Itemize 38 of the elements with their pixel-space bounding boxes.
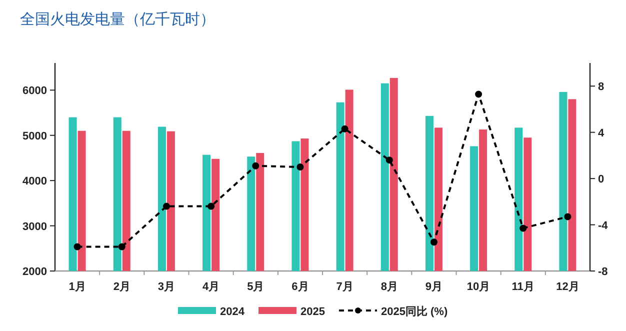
point: [520, 224, 527, 232]
x-tick-label: 7月: [336, 281, 354, 293]
point: [74, 243, 81, 250]
y-tick-label: 5000: [22, 130, 47, 142]
y-tick-label: 3000: [22, 220, 47, 233]
y2-tick-label: 8: [598, 81, 604, 94]
y2-tick-label: -8: [598, 266, 608, 278]
point: [118, 243, 126, 250]
point: [252, 162, 260, 170]
chart-title: 全国火电发电量（亿千瓦时）: [20, 11, 215, 28]
point: [296, 164, 304, 170]
y-tick-label: 4000: [22, 176, 47, 188]
y2-tick-label: 4: [598, 127, 605, 140]
point: [208, 202, 215, 210]
point: [564, 213, 572, 220]
y-tick-label: 2000: [22, 266, 47, 278]
x-tick-label: 2月: [113, 281, 130, 293]
legend-label: 2025同比 (%): [380, 305, 448, 318]
y2-tick-label: 0: [598, 174, 604, 186]
x-tick-label: 3月: [158, 281, 176, 293]
x-tick-label: 6月: [292, 281, 309, 293]
x-tick-label: 11月: [512, 281, 534, 293]
point: [475, 90, 482, 98]
x-tick-label: 12月: [556, 281, 580, 293]
point: [386, 156, 393, 164]
x-tick-label: 5月: [247, 281, 264, 293]
point: [430, 238, 438, 246]
legend-label: 2024: [220, 306, 246, 318]
x-tick-label: 8月: [380, 281, 398, 293]
x-tick-label: 10月: [466, 281, 490, 293]
y2-tick-label: -4: [598, 220, 609, 232]
point: [162, 202, 170, 210]
x-tick-label: 4月: [202, 281, 220, 293]
x-tick-label: 1月: [68, 281, 86, 293]
point: [341, 125, 348, 132]
x-tick-label: 9月: [425, 281, 443, 293]
y-tick-label: 6000: [22, 85, 47, 98]
legend-label: 2025: [300, 306, 325, 318]
